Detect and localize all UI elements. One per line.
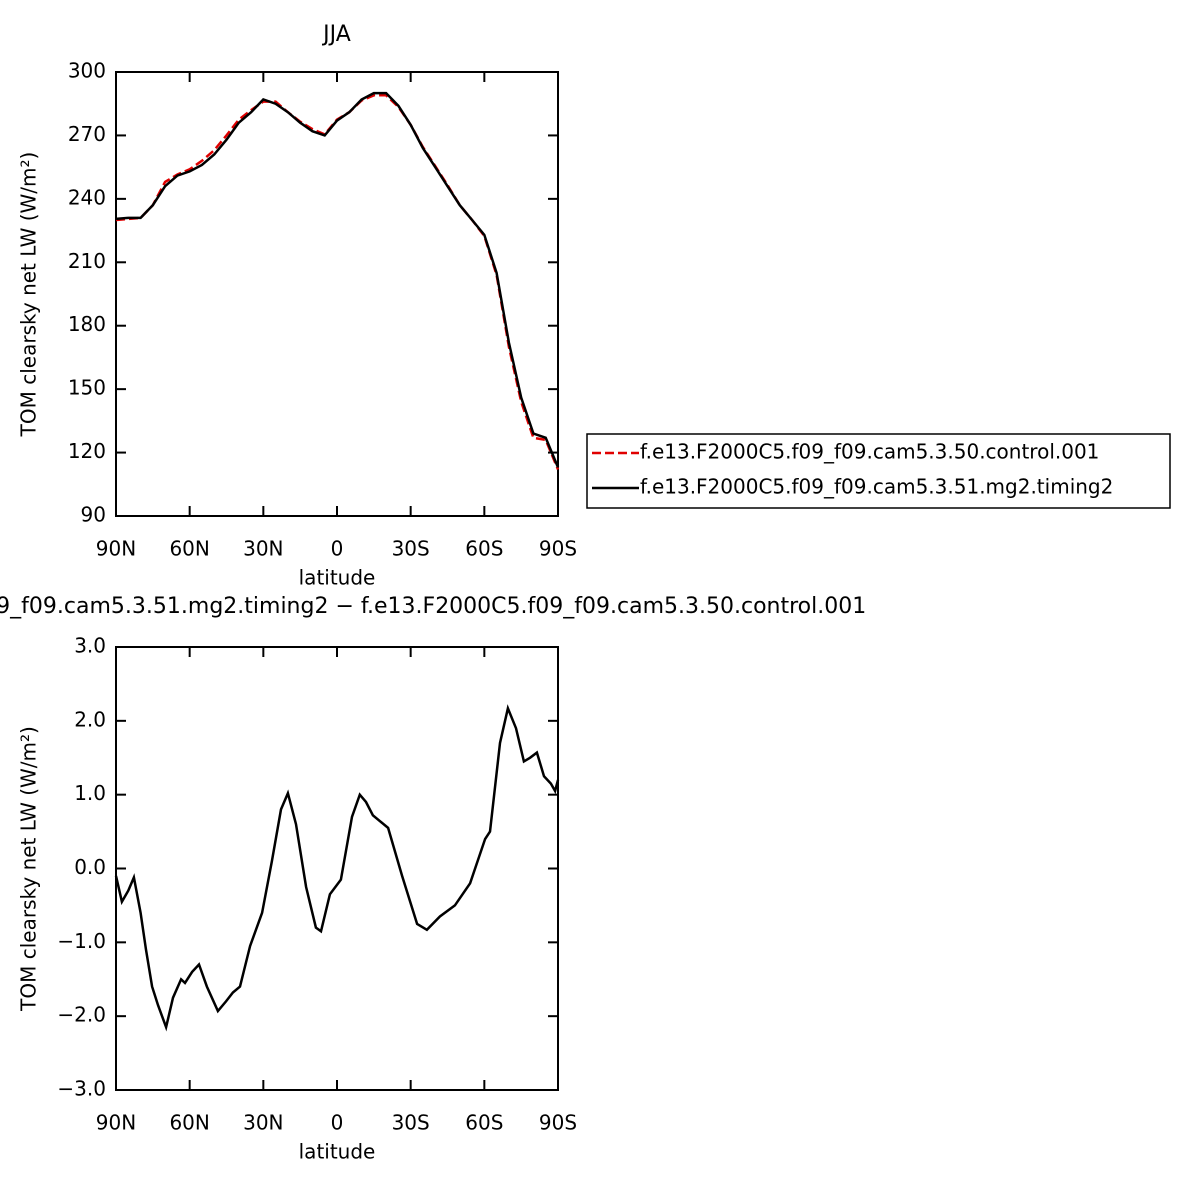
y-tick-label: 300 — [68, 59, 106, 83]
plot-frame — [115, 71, 559, 517]
x-tick-label: 90N — [96, 1111, 136, 1135]
y-tick-label: 0.0 — [74, 855, 106, 879]
y-tick-label: 2.0 — [74, 707, 106, 731]
x-tick-label: 30N — [243, 537, 283, 561]
y-tick-label: −2.0 — [57, 1003, 106, 1027]
x-tick-label: 0 — [331, 1111, 344, 1135]
legend-box — [586, 433, 1171, 509]
x-tick-label: 30S — [392, 1111, 430, 1135]
y-tick-label: 1.0 — [74, 781, 106, 805]
x-tick-label: 0 — [331, 537, 344, 561]
y-tick-label: 3.0 — [74, 634, 106, 658]
x-axis-label: latitude — [299, 566, 376, 590]
data-line — [114, 704, 560, 1032]
y-tick-label: 270 — [68, 122, 106, 146]
x-tick-label: 90S — [539, 1111, 577, 1135]
data-line — [115, 91, 560, 468]
x-tick-label: 60N — [169, 1111, 209, 1135]
chart-title: f.e13.F2000C5.f09_f09.cam5.3.51.mg2.timi… — [0, 594, 866, 619]
y-tick-label: 150 — [68, 376, 106, 400]
y-tick-label: 180 — [68, 312, 106, 336]
x-axis-label: latitude — [299, 1140, 376, 1164]
plot-frame — [115, 646, 559, 1091]
y-axis-label: TOM clearsky net LW (W/m²) — [17, 152, 41, 438]
x-tick-label: 30S — [392, 537, 430, 561]
data-line — [115, 94, 560, 470]
y-tick-label: 90 — [81, 503, 106, 527]
y-tick-label: −3.0 — [57, 1077, 106, 1101]
x-tick-label: 60S — [465, 1111, 503, 1135]
y-axis-label: TOM clearsky net LW (W/m²) — [17, 726, 41, 1012]
y-tick-label: −1.0 — [57, 929, 106, 953]
y-tick-label: 120 — [68, 439, 106, 463]
x-tick-label: 90N — [96, 537, 136, 561]
x-tick-label: 60S — [465, 537, 503, 561]
x-tick-label: 90S — [539, 537, 577, 561]
legend-label: f.e13.F2000C5.f09_f09.cam5.3.51.mg2.timi… — [640, 475, 1113, 499]
chart-title: JJA — [321, 22, 351, 47]
legend-label: f.e13.F2000C5.f09_f09.cam5.3.50.control.… — [640, 440, 1099, 464]
x-tick-label: 60N — [169, 537, 209, 561]
x-tick-label: 30N — [243, 1111, 283, 1135]
y-tick-label: 210 — [68, 249, 106, 273]
y-tick-label: 240 — [68, 185, 106, 209]
